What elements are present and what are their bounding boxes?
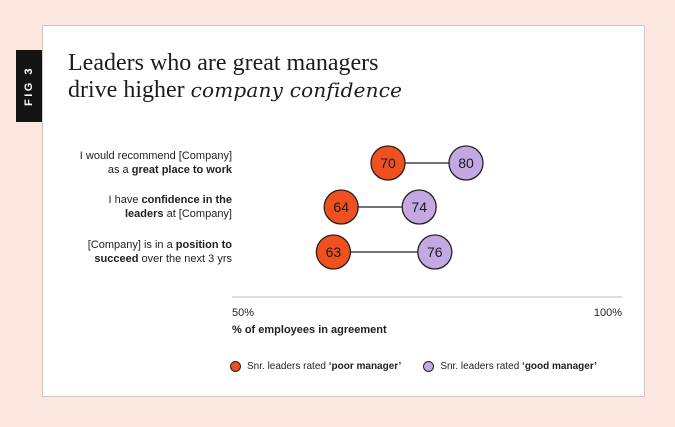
- legend-poor-bold: ‘poor manager’: [328, 361, 402, 372]
- row-label-confidence-pre: I have: [108, 194, 142, 206]
- row-label-succeed-bold1: position to: [175, 239, 232, 251]
- poor-manager-value-label: 63: [326, 244, 342, 260]
- legend-swatch-poor: [230, 361, 241, 372]
- good-manager-point: [401, 189, 437, 225]
- poor-manager-point: [370, 145, 406, 181]
- row-label-recommend-bold: great place to work: [131, 164, 232, 176]
- legend: Snr. leaders rated ‘poor manager’ Snr. l…: [230, 361, 597, 372]
- legend-poor-prefix: Snr. leaders rated: [247, 361, 329, 372]
- row-label-recommend-line1: I would recommend [Company]: [79, 150, 232, 162]
- good-manager-point: [417, 234, 453, 270]
- chart-title-line2: drive higher company confidence: [68, 77, 488, 104]
- x-axis-label: % of employees in agreement: [232, 324, 387, 336]
- poor-manager-value-label: 64: [333, 199, 349, 215]
- row-label-confidence: I have confidence in the leaders at [Com…: [2, 193, 233, 221]
- good-manager-value-label: 74: [411, 199, 427, 215]
- row-label-succeed: [Company] is in a position to succeed ov…: [2, 238, 232, 266]
- row-label-recommend-mid: as a: [107, 164, 132, 176]
- legend-good-bold: ‘good manager’: [522, 361, 597, 372]
- row-label-succeed-post: over the next 3 yrs: [138, 253, 233, 265]
- legend-label-good: Snr. leaders rated ‘good manager’: [440, 361, 597, 372]
- row-label-recommend: I would recommend [Company] as a great p…: [2, 149, 232, 177]
- legend-good-prefix: Snr. leaders rated: [440, 361, 523, 372]
- legend-item-good: Snr. leaders rated ‘good manager’: [423, 361, 597, 372]
- row-label-confidence-line1: I have confidence in the: [2, 193, 233, 207]
- good-manager-value-label: 76: [427, 244, 443, 260]
- chart-title: Leaders who are great managers drive hig…: [68, 50, 488, 104]
- chart-title-accent: company confidence: [190, 78, 403, 102]
- chart-title-prefix: drive higher: [68, 77, 191, 103]
- good-manager-point: [448, 145, 484, 181]
- figure-number-tab: FIG 3: [16, 50, 42, 122]
- chart-title-line1: Leaders who are great managers: [68, 50, 379, 76]
- good-manager-value-label: 80: [458, 155, 474, 171]
- legend-item-poor: Snr. leaders rated ‘poor manager’: [230, 361, 401, 372]
- row-label-succeed-line2: succeed over the next 3 yrs: [2, 252, 232, 266]
- row-label-confidence-post: at [Company]: [163, 208, 232, 220]
- row-label-confidence-bold1: confidence in the: [141, 194, 232, 206]
- row-label-succeed-line1: [Company] is in a position to: [2, 238, 232, 252]
- x-tick-label-50: 50%: [232, 307, 254, 319]
- poor-manager-value-label: 70: [380, 155, 396, 171]
- poor-manager-point: [315, 234, 352, 270]
- legend-label-poor: Snr. leaders rated ‘poor manager’: [247, 361, 401, 372]
- legend-swatch-good: [423, 361, 435, 372]
- row-label-succeed-bold2: succeed: [94, 253, 139, 265]
- row-label-succeed-pre: [Company] is in a: [87, 239, 176, 251]
- row-label-confidence-bold2: leaders: [124, 208, 164, 220]
- row-label-confidence-line2: leaders at [Company]: [2, 207, 232, 221]
- poor-manager-point: [323, 189, 359, 225]
- x-tick-label-100: 100%: [594, 307, 622, 319]
- row-label-recommend-line2: as a great place to work: [2, 163, 232, 177]
